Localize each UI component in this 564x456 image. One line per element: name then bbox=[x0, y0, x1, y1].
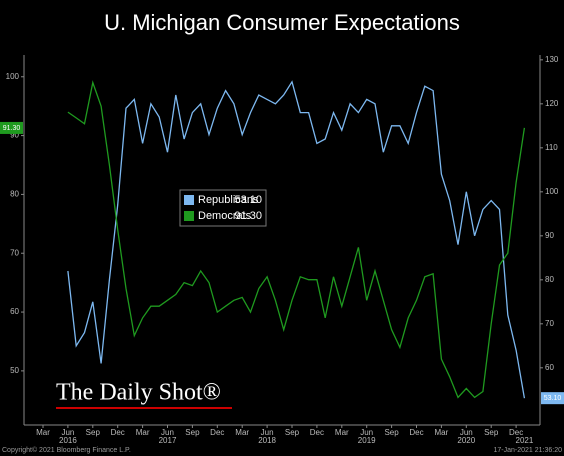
x-tick-label: Mar bbox=[235, 428, 249, 437]
y2-tick-label: 80 bbox=[545, 275, 554, 284]
x-tick-label: Sep bbox=[484, 428, 499, 437]
x-tick-label: Sep bbox=[285, 428, 300, 437]
y2-tick-label: 70 bbox=[545, 319, 554, 328]
last-value-badge bbox=[0, 121, 23, 134]
last-value-badge bbox=[541, 392, 564, 405]
x-year-label: 2020 bbox=[457, 436, 475, 445]
y-tick-label: 60 bbox=[10, 307, 19, 316]
x-tick-label: Mar bbox=[435, 428, 449, 437]
y2-tick-label: 100 bbox=[545, 187, 559, 196]
x-tick-label: Jun bbox=[61, 428, 74, 437]
x-year-label: 2021 bbox=[516, 436, 534, 445]
y2-tick-label: 110 bbox=[545, 143, 558, 152]
y-tick-label: 100 bbox=[6, 72, 20, 81]
series-line bbox=[67, 80, 526, 399]
last-value-label: 91.30 bbox=[3, 125, 21, 132]
y2-tick-label: 90 bbox=[545, 231, 554, 240]
x-tick-label: Mar bbox=[335, 428, 349, 437]
y2-tick-label: 120 bbox=[545, 99, 559, 108]
x-year-label: 2017 bbox=[159, 436, 177, 445]
x-tick-label: Sep bbox=[86, 428, 101, 437]
footer-right: 17-Jan-2021 21:36:20 bbox=[494, 447, 563, 454]
x-tick-label: Mar bbox=[136, 428, 150, 437]
x-tick-label: Dec bbox=[310, 428, 324, 437]
legend-label: Democrats bbox=[198, 210, 252, 222]
watermark: The Daily Shot® bbox=[56, 380, 221, 406]
y-tick-label: 70 bbox=[10, 248, 19, 257]
legend-swatch bbox=[184, 211, 194, 221]
x-tick-label: Jun bbox=[261, 428, 274, 437]
x-tick-label: Dec bbox=[111, 428, 125, 437]
legend-box bbox=[179, 189, 267, 227]
y-tick-label: 80 bbox=[10, 190, 19, 199]
y2-tick-label: 130 bbox=[545, 55, 559, 64]
legend-value: 91.30 bbox=[234, 210, 262, 222]
y-tick-label: 50 bbox=[10, 366, 19, 375]
x-tick-label: Jun bbox=[360, 428, 373, 437]
x-tick-label: Sep bbox=[185, 428, 200, 437]
x-tick-label: Dec bbox=[409, 428, 423, 437]
x-year-label: 2019 bbox=[358, 436, 376, 445]
x-year-label: 2018 bbox=[258, 436, 276, 445]
x-tick-label: Dec bbox=[509, 428, 523, 437]
legend-value: 53.10 bbox=[234, 194, 262, 206]
y-tick-label: 90 bbox=[10, 131, 19, 140]
footer-left: Copyright© 2021 Bloomberg Finance L.P. bbox=[2, 446, 131, 454]
legend-label: Republicans bbox=[198, 194, 259, 206]
x-tick-label: Dec bbox=[210, 428, 224, 437]
last-value-label: 53.10 bbox=[544, 395, 562, 402]
x-tick-label: Sep bbox=[384, 428, 399, 437]
x-year-label: 2016 bbox=[59, 436, 77, 445]
x-tick-label: Jun bbox=[161, 428, 174, 437]
x-tick-label: Jun bbox=[460, 428, 473, 437]
chart-title: U. Michigan Consumer Expectations bbox=[104, 10, 460, 35]
x-tick-label: Mar bbox=[36, 428, 50, 437]
series-line bbox=[67, 80, 526, 399]
y2-tick-label: 60 bbox=[545, 363, 554, 372]
legend-swatch bbox=[184, 195, 194, 205]
